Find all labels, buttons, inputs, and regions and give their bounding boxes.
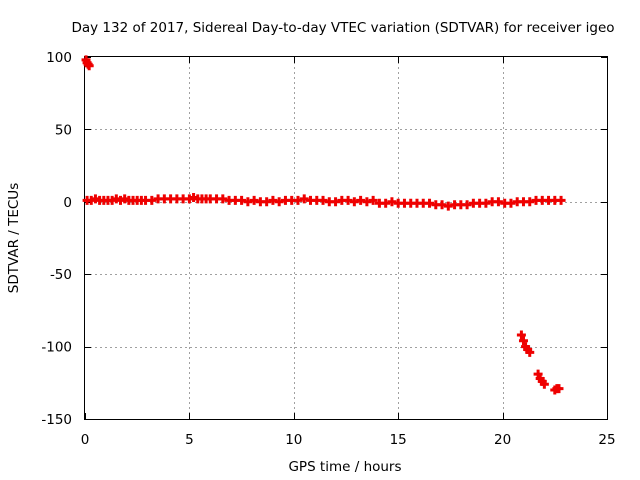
data-point <box>554 384 564 394</box>
data-point <box>84 61 94 71</box>
chart-title: Day 132 of 2017, Sidereal Day-to-day VTE… <box>71 20 614 36</box>
data-point <box>539 379 549 389</box>
data-point <box>368 195 378 205</box>
y-tick-label: -50 <box>50 267 72 283</box>
data-point <box>516 330 526 340</box>
y-tick-label: -150 <box>41 412 72 428</box>
x-axis-label: GPS time / hours <box>288 459 401 475</box>
plot-frame <box>84 56 608 420</box>
data-point <box>518 336 528 346</box>
x-tick-label: 25 <box>598 432 615 448</box>
axis-ticks <box>85 57 608 420</box>
x-tick-label: 15 <box>390 432 407 448</box>
grid-lines <box>85 57 607 419</box>
data-point <box>525 347 535 357</box>
y-tick-label: -100 <box>41 340 72 356</box>
x-tick-label: 5 <box>185 432 194 448</box>
x-tick-label: 10 <box>285 432 302 448</box>
y-tick-label: 100 <box>46 50 72 66</box>
data-point <box>556 195 566 205</box>
y-tick-label: 0 <box>63 195 72 211</box>
x-tick-label: 0 <box>81 432 90 448</box>
data-points <box>81 55 566 395</box>
y-axis-label: SDTVAR / TECUs <box>6 183 22 293</box>
y-tick-label: 50 <box>55 122 72 138</box>
x-tick-label: 20 <box>494 432 511 448</box>
